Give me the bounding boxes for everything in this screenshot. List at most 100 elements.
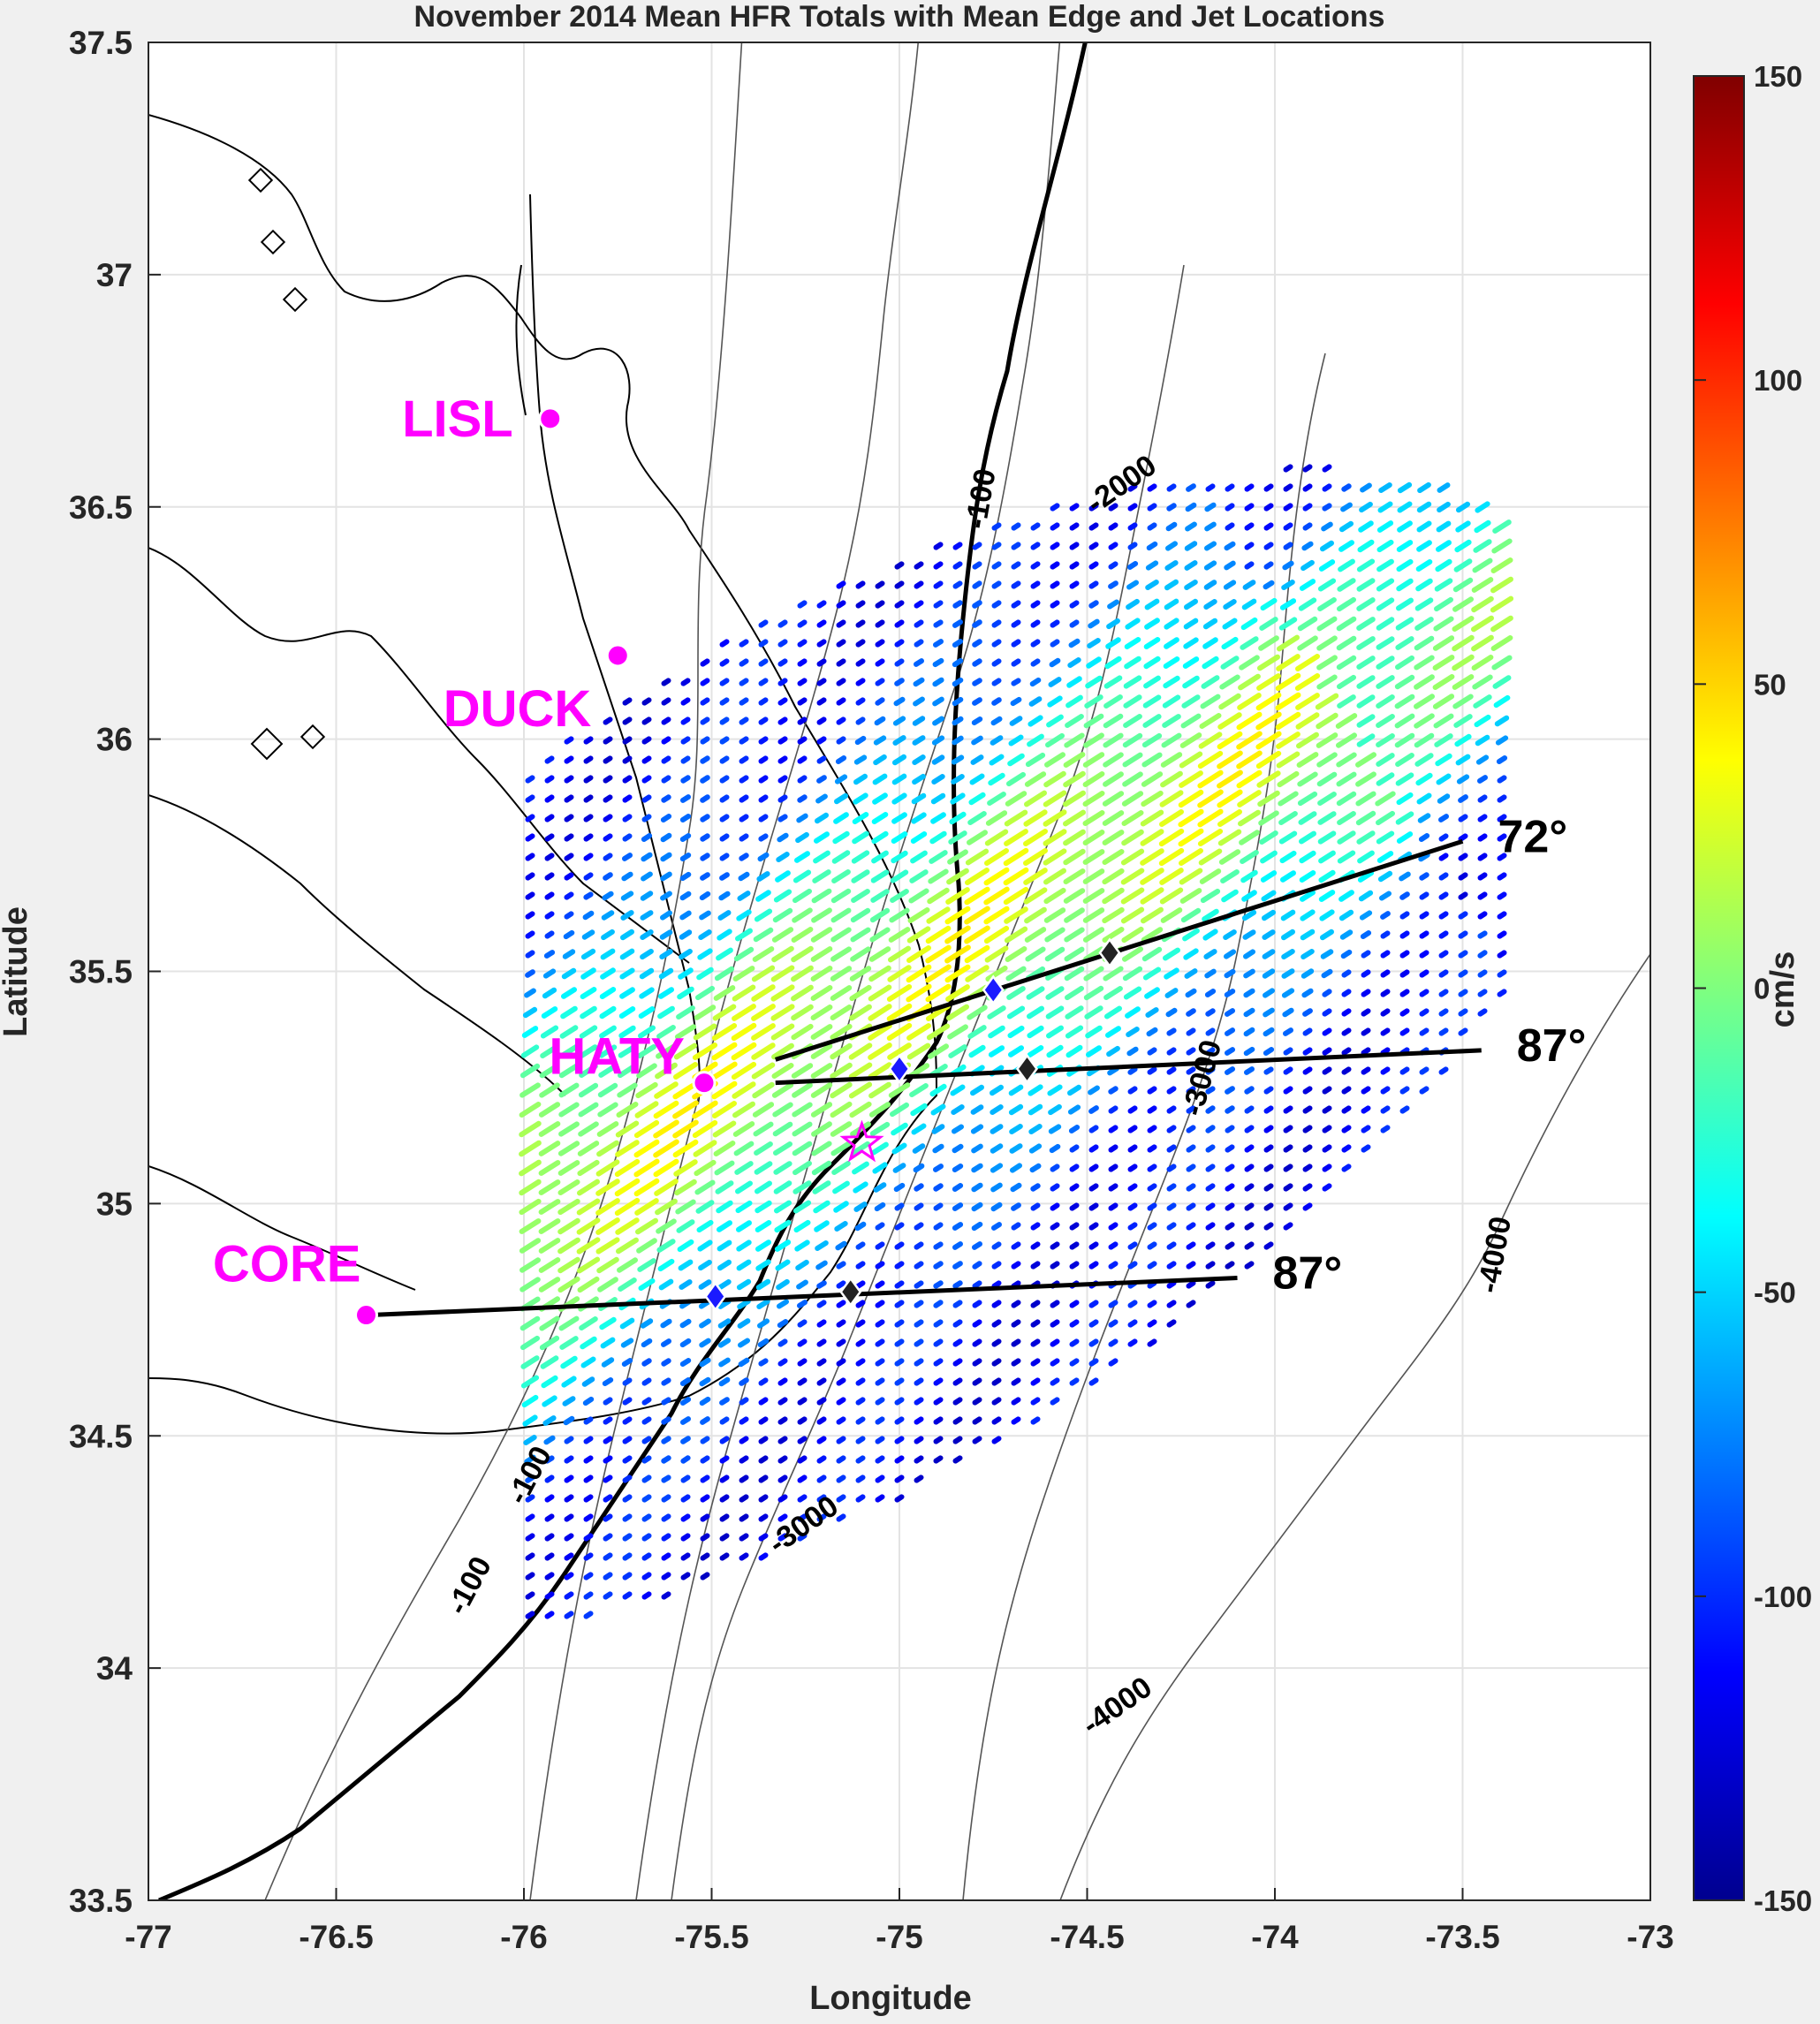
current-vector [932, 677, 944, 687]
current-vector [1178, 828, 1204, 847]
current-vector [1399, 969, 1410, 978]
current-vector [1477, 794, 1488, 803]
current-vector [583, 853, 594, 861]
current-vector [580, 987, 597, 999]
current-vector [797, 658, 808, 667]
current-vector [988, 1045, 1005, 1057]
current-vector [1063, 752, 1086, 768]
current-vector [583, 1416, 594, 1425]
current-vector [1050, 561, 1060, 570]
current-vector [1453, 558, 1473, 572]
current-vector [661, 1397, 671, 1406]
current-vector [758, 1358, 769, 1367]
current-vector [1050, 1202, 1060, 1211]
current-vector [990, 1084, 1004, 1096]
current-vector [1477, 911, 1488, 920]
current-vector [873, 1182, 887, 1193]
current-vector [1297, 635, 1318, 651]
current-vector [1011, 542, 1021, 550]
current-vector [875, 600, 885, 609]
station-label: HATY [549, 1028, 685, 1086]
current-vector [770, 984, 795, 1002]
current-vector [1302, 1086, 1313, 1095]
current-vector [836, 1513, 846, 1522]
current-vector [1263, 483, 1274, 492]
current-vector [739, 1552, 749, 1561]
current-vector [888, 945, 911, 963]
current-vector [1069, 1144, 1080, 1153]
current-vector [952, 542, 963, 550]
current-vector [717, 1338, 732, 1348]
current-vector [855, 580, 866, 589]
current-vector [795, 831, 809, 844]
current-vector [1297, 771, 1318, 787]
current-vector [1088, 1222, 1099, 1231]
colorbar-tick-label: 150 [1754, 60, 1802, 93]
current-vector [830, 1101, 853, 1118]
current-vector [1255, 750, 1282, 769]
current-vector [926, 1004, 951, 1021]
current-vector [564, 833, 574, 842]
current-vector [851, 889, 870, 903]
current-vector [1380, 1027, 1391, 1036]
current-vector [525, 950, 535, 959]
current-vector [1341, 1047, 1352, 1056]
current-vector [933, 542, 944, 550]
current-vector [653, 1100, 679, 1119]
current-vector [1044, 946, 1065, 962]
current-vector [1163, 656, 1180, 669]
current-vector [990, 1104, 1004, 1115]
current-vector [830, 1042, 853, 1060]
colorbar-tick-label: 50 [1754, 668, 1786, 701]
current-vector [525, 911, 535, 920]
current-vector [1030, 1202, 1041, 1211]
current-vector [1458, 911, 1468, 920]
current-vector [579, 1316, 598, 1330]
current-vector [1452, 577, 1474, 593]
current-vector [1166, 1280, 1177, 1289]
current-vector [991, 1436, 1002, 1444]
current-vector [719, 833, 730, 842]
current-vector [1263, 1086, 1274, 1095]
current-vector [595, 1237, 620, 1255]
current-vector [562, 949, 576, 959]
current-vector [983, 886, 1010, 906]
current-vector [1283, 1066, 1293, 1075]
current-vector [833, 812, 849, 824]
current-vector [1030, 522, 1041, 531]
current-vector [868, 1081, 891, 1099]
current-vector [751, 1023, 776, 1041]
current-vector [564, 1494, 574, 1503]
current-vector [1224, 949, 1236, 959]
current-vector [1244, 503, 1255, 512]
current-vector [894, 1455, 905, 1464]
current-vector [1198, 848, 1223, 866]
current-vector [1024, 771, 1047, 787]
current-vector [658, 1278, 674, 1291]
current-vector [1011, 1338, 1021, 1347]
current-vector [758, 814, 769, 822]
current-vector [680, 1416, 691, 1425]
current-vector [1497, 911, 1507, 920]
current-vector [1063, 868, 1086, 884]
current-vector [1435, 753, 1452, 767]
current-vector [1295, 654, 1320, 671]
current-vector [603, 853, 613, 861]
current-vector [1084, 694, 1103, 709]
current-vector [1069, 522, 1080, 531]
current-vector [1322, 989, 1332, 997]
current-vector [1419, 1008, 1429, 1017]
current-vector [933, 1300, 944, 1308]
current-vector [1283, 1202, 1293, 1211]
current-vector [989, 754, 1005, 766]
current-vector [1205, 1241, 1216, 1250]
current-vector [972, 542, 982, 550]
current-vector [603, 1436, 613, 1444]
current-vector [1256, 770, 1281, 788]
current-vector [851, 850, 870, 864]
current-vector [1414, 617, 1434, 631]
current-vector [1027, 1005, 1044, 1020]
current-vector [855, 1358, 866, 1367]
current-vector [603, 736, 613, 745]
current-vector [1127, 1300, 1138, 1308]
